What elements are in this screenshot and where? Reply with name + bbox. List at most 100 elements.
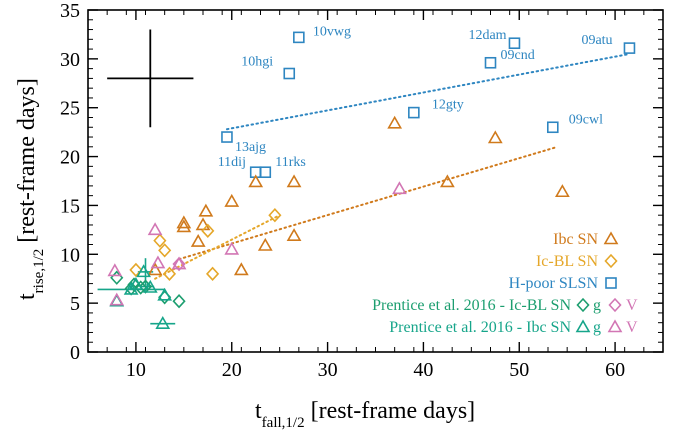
- y-axis-title: trise,1/2 [rest-frame days]: [14, 78, 47, 300]
- point-s1-14: [487, 130, 503, 144]
- point-label-10vwg: 10vwg: [313, 24, 351, 39]
- point-v-s4-3: [150, 255, 166, 269]
- legend-label-prentice-icbl: Prentice et al. 2016 - Ic-BL SN: [372, 297, 571, 314]
- point-v-s4-1: [109, 292, 125, 306]
- fit-line-1: [178, 145, 559, 261]
- legend-label-slsn: H-poor SLSN: [509, 275, 599, 292]
- legend-marker-prentice-icbl-v: [608, 297, 622, 313]
- x-tick-label-2: 30: [318, 359, 338, 381]
- legend-label-icbl: Ic-BL SN: [536, 253, 599, 270]
- point-s1-12: [387, 115, 403, 129]
- legend-band-g-icbl: g: [593, 297, 601, 314]
- data-marks: [97, 29, 636, 329]
- point-s1-8: [248, 174, 264, 188]
- point-labels: 13ajg 10hgi 10vwg 11dij 11rks 12gty 09cnd 12dam…: [218, 24, 613, 170]
- x-tick-label-0: 10: [126, 359, 146, 381]
- point-s1-0: [147, 262, 163, 276]
- point-s2-5: [205, 266, 220, 282]
- y-tick-label-7: 35: [60, 0, 80, 22]
- point-s2-6: [268, 208, 282, 223]
- point-s0-6: [484, 56, 497, 69]
- y-axis-subscript: rise,1/2: [31, 249, 47, 294]
- point-s1-1: [176, 215, 192, 229]
- legend-entry-prentice-ibc: Prentice et al. 2016 - Ibc SN g V: [389, 319, 638, 336]
- x-tick-label-5: 60: [605, 359, 625, 381]
- legend-marker-0: [603, 231, 619, 245]
- point-s0-9: [623, 42, 636, 54]
- point-g-s4-5: [155, 316, 171, 329]
- point-s2-4: [201, 223, 215, 239]
- legend-entry-slsn: H-poor SLSN: [509, 275, 599, 292]
- x-tick-label-1: 20: [222, 359, 242, 381]
- point-g-s3-6: [172, 294, 186, 309]
- legend-marker-2: [605, 277, 617, 289]
- point-s1-2: [176, 219, 192, 233]
- axes: 10 20 30 40 50 60 0 5 10 15 20 25 30 35: [60, 0, 664, 381]
- point-s0-2: [293, 31, 305, 44]
- point-s2-0: [129, 262, 143, 278]
- point-label-09cwl: 09cwl: [569, 112, 603, 127]
- point-v-s4-2: [147, 222, 163, 236]
- point-s1-11: [286, 228, 302, 242]
- y-tick-label-5: 25: [60, 98, 80, 120]
- point-v-s4-0: [107, 263, 123, 277]
- fit-lines: [154, 52, 631, 280]
- point-label-12gty: 12gty: [432, 98, 464, 113]
- y-axis-symbol: t: [14, 293, 40, 300]
- x-axis-subscript: fall,1/2: [262, 415, 305, 431]
- y-tick-label-4: 20: [60, 147, 80, 169]
- x-tick-label-3: 40: [413, 359, 433, 381]
- legend-band-v-ibc: V: [626, 319, 638, 336]
- point-s0-0: [221, 131, 233, 143]
- point-s1-9: [257, 237, 273, 251]
- point-s1-6: [224, 193, 240, 207]
- point-label-12dam: 12dam: [468, 28, 506, 43]
- point-s0-7: [508, 37, 521, 50]
- point-s2-3: [162, 266, 177, 282]
- legend: Ibc SN Ic-BL SN H-poor SLSN Prentice et …: [372, 231, 638, 336]
- x-axis-title: tfall,1/2 [rest-frame days]: [255, 398, 475, 431]
- point-v-s4-5: [224, 241, 240, 255]
- y-tick-label-0: 0: [70, 342, 80, 364]
- x-axis-label: [rest-frame days]: [305, 398, 476, 424]
- point-v-s4-6: [392, 181, 407, 195]
- legend-marker-1: [604, 253, 618, 269]
- y-axis-label: [rest-frame days]: [14, 78, 40, 249]
- point-s1-5: [198, 203, 214, 217]
- point-s1-7: [233, 262, 249, 276]
- legend-label-ibc: Ibc SN: [553, 231, 598, 248]
- point-s1-10: [286, 174, 302, 188]
- svg-text:tfall,1/2 [rest-frame days]: tfall,1/2 [rest-frame days]: [255, 398, 475, 431]
- y-tick-label-6: 30: [60, 49, 80, 71]
- point-s0-1: [283, 67, 296, 80]
- point-label-10hgi: 10hgi: [241, 55, 273, 70]
- legend-entry-ibc: Ibc SN: [553, 231, 598, 248]
- point-v-s3-0: [172, 256, 186, 272]
- point-g-s4-6: [157, 287, 173, 301]
- fit-line-0: [225, 52, 631, 131]
- point-v-s4-4: [171, 256, 187, 270]
- svg-text:trise,1/2 [rest-frame days]: trise,1/2 [rest-frame days]: [14, 78, 47, 300]
- legend-label-prentice-ibc: Prentice et al. 2016 - Ibc SN: [389, 319, 571, 336]
- point-g-s4-2: [128, 276, 144, 290]
- point-label-09atu: 09atu: [581, 33, 612, 48]
- legend-band-g-ibc: g: [593, 319, 601, 336]
- point-label-11rks: 11rks: [275, 155, 306, 170]
- point-label-09cnd: 09cnd: [501, 48, 535, 63]
- point-label-11dij: 11dij: [218, 155, 246, 170]
- point-g-s4-4: [142, 279, 158, 293]
- legend-band-v-icbl: V: [626, 297, 638, 314]
- fit-line-2: [154, 214, 281, 280]
- y-tick-label-3: 15: [60, 195, 80, 217]
- point-s1-15: [554, 184, 570, 198]
- point-s2-1: [153, 233, 167, 248]
- legend-entry-prentice-icbl: Prentice et al. 2016 - Ic-BL SN g V: [372, 297, 638, 314]
- y-tick-label-2: 10: [60, 244, 80, 266]
- legend-entry-icbl: Ic-BL SN: [536, 253, 599, 270]
- point-s0-5: [408, 106, 420, 119]
- x-axis-symbol: t: [255, 398, 262, 424]
- point-s1-13: [439, 174, 455, 188]
- point-s0-4: [259, 166, 272, 179]
- point-s1-4: [195, 217, 211, 231]
